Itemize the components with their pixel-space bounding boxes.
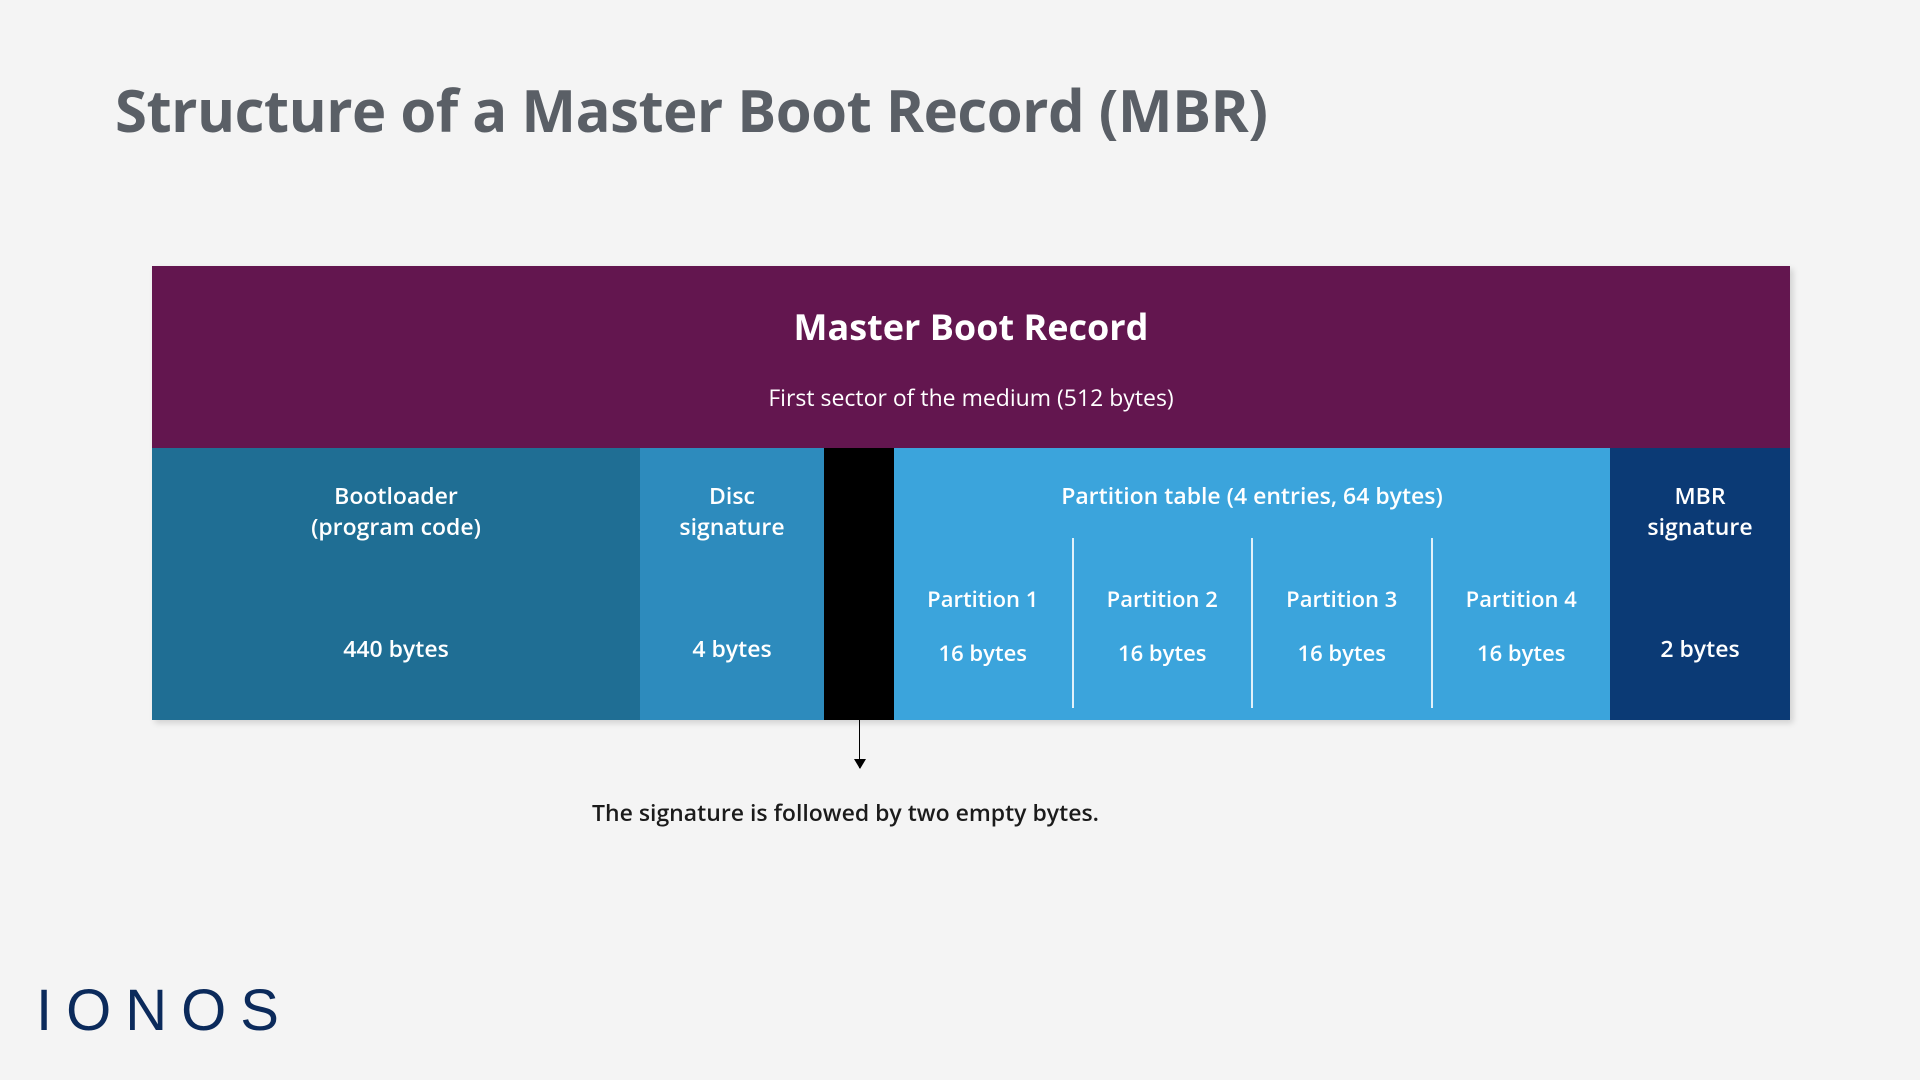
partition-row: Partition 116 bytesPartition 216 bytesPa… bbox=[894, 538, 1610, 708]
partition-name: Partition 3 bbox=[1286, 584, 1397, 614]
partition-size: 16 bytes bbox=[1118, 638, 1206, 668]
segment-size: 440 bytes bbox=[152, 632, 640, 664]
segment-mbr-signature: MBR signature 2 bytes bbox=[1610, 448, 1790, 720]
mbr-diagram: Master Boot Record First sector of the m… bbox=[152, 266, 1790, 720]
annotation-text: The signature is followed by two empty b… bbox=[592, 796, 1099, 828]
partition-size: 16 bytes bbox=[1477, 638, 1565, 668]
segment-size: 4 bytes bbox=[640, 632, 824, 664]
segment-partition-table: Partition table (4 entries, 64 bytes) Par… bbox=[894, 448, 1610, 720]
segment-label: Partition table (4 entries, 64 bytes) bbox=[1061, 480, 1443, 511]
segment-empty-bytes bbox=[824, 448, 894, 720]
segment-label: Disc signature bbox=[679, 480, 784, 542]
segment-size: 2 bytes bbox=[1610, 632, 1790, 664]
diagram-header-subtitle: First sector of the medium (512 bytes) bbox=[768, 381, 1173, 413]
page-title: Structure of a Master Boot Record (MBR) bbox=[115, 70, 1267, 149]
partition-name: Partition 2 bbox=[1107, 584, 1218, 614]
diagram-header-title: Master Boot Record bbox=[794, 302, 1149, 351]
partition-cell: Partition 2 16 bytes bbox=[1072, 538, 1252, 708]
annotation-arrow bbox=[859, 720, 860, 768]
partition-cell: Partition 3 16 bytes bbox=[1251, 538, 1431, 708]
segment-label: MBR signature bbox=[1647, 480, 1752, 542]
diagram-header: Master Boot Record First sector of the m… bbox=[152, 266, 1790, 448]
partition-cell: Partition 1 16 bytes bbox=[894, 538, 1072, 708]
partition-cell: Partition 4 16 bytes bbox=[1431, 538, 1611, 708]
segment-disc-signature: Disc signature 4 bytes bbox=[640, 448, 824, 720]
brand-logo: IONOS bbox=[36, 977, 293, 1044]
partition-name: Partition 4 bbox=[1466, 584, 1577, 614]
partition-size: 16 bytes bbox=[1298, 638, 1386, 668]
segments-row: Bootloader (program code)440 bytesDisc s… bbox=[152, 448, 1790, 720]
partition-size: 16 bytes bbox=[939, 638, 1027, 668]
segment-bootloader: Bootloader (program code) 440 bytes bbox=[152, 448, 640, 720]
segment-label: Bootloader (program code) bbox=[311, 480, 481, 542]
partition-name: Partition 1 bbox=[927, 584, 1038, 614]
